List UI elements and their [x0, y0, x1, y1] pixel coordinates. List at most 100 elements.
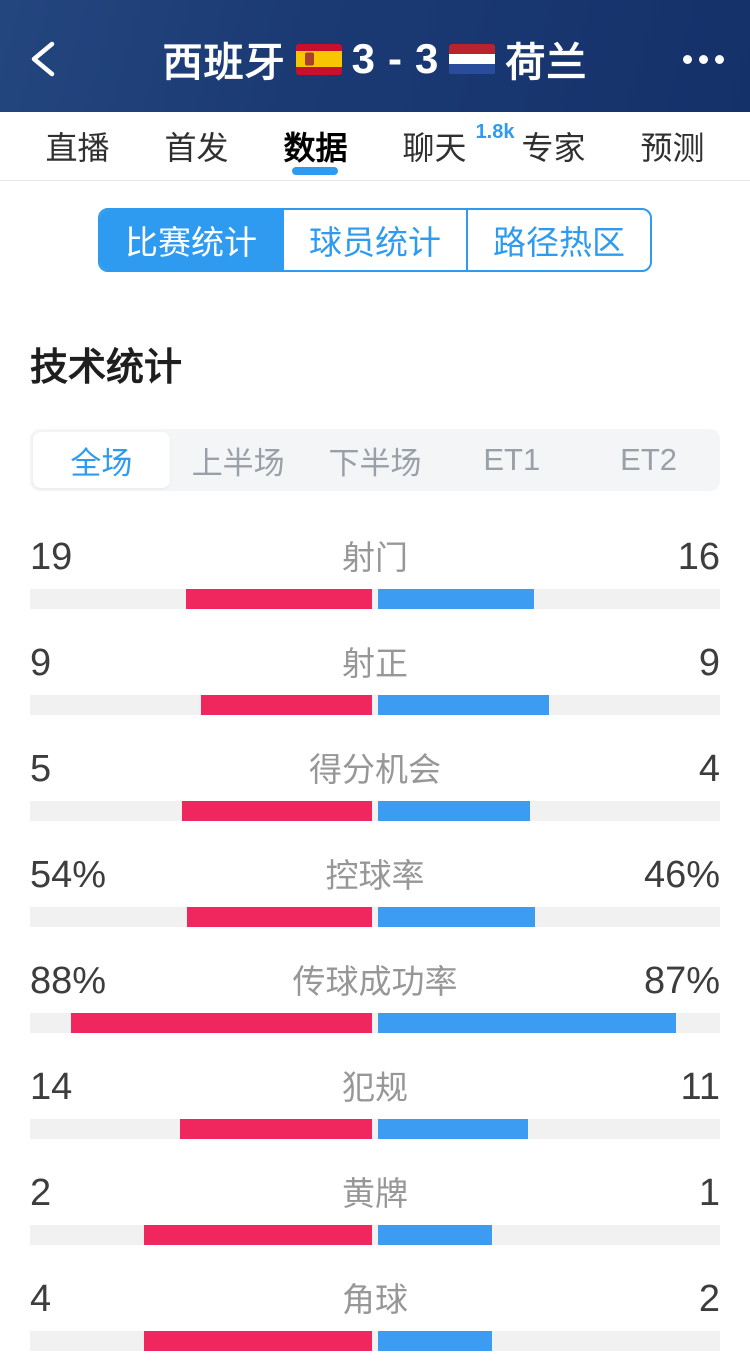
score-separator: - [388, 35, 403, 82]
period-tab-second-half[interactable]: 下半场 [328, 445, 422, 481]
nav-tabs: 直播 首发 数据 聊天 1.8k 专家 预测 [0, 112, 750, 181]
home-bar [186, 589, 372, 609]
period-tabs: 全场 上半场 下半场 ET1 ET2 [30, 429, 720, 491]
stat-values-line: 9 射正 9 [30, 637, 720, 685]
away-value: 4 [698, 748, 720, 790]
nav-tab-live[interactable]: 直播 [39, 112, 115, 180]
away-bar [378, 1013, 676, 1033]
home-bar-half [30, 1225, 375, 1245]
away-value: 11 [680, 1066, 720, 1108]
home-bar [144, 1225, 372, 1245]
active-tab-underline [292, 167, 339, 175]
away-bar [378, 1119, 529, 1139]
nav-tab-data[interactable]: 数据 [277, 112, 353, 180]
stat-values-line: 2 黄牌 1 [30, 1167, 720, 1215]
home-bar [71, 1013, 372, 1033]
stat-bar-track [30, 1331, 720, 1351]
ellipsis-icon [699, 54, 708, 64]
stat-values-line: 14 犯规 11 [30, 1061, 720, 1109]
nav-tab-lineup[interactable]: 首发 [158, 112, 234, 180]
period-tab-et2[interactable]: ET2 [620, 442, 678, 477]
stat-bar-track [30, 907, 720, 927]
away-value: 1 [698, 1172, 720, 1214]
nav-tab-label: 首发 [164, 130, 229, 166]
stat-label: 传球成功率 [292, 963, 458, 1000]
away-bar-half [375, 589, 720, 609]
nav-tab-predict[interactable]: 预测 [634, 112, 710, 180]
stat-bar-track [30, 1119, 720, 1139]
away-bar-half [375, 1225, 720, 1245]
home-value: 2 [30, 1172, 52, 1214]
away-bar-half [375, 1331, 720, 1351]
away-value: 2 [698, 1278, 720, 1320]
home-bar-half [30, 1331, 375, 1351]
stat-bar-track [30, 589, 720, 609]
stat-label: 犯规 [342, 1069, 408, 1106]
more-options-button[interactable] [668, 54, 724, 64]
home-bar-half [30, 1013, 375, 1033]
stat-row-possession: 54% 控球率 46% [30, 837, 720, 943]
stat-label: 黄牌 [342, 1175, 408, 1212]
home-bar-half [30, 907, 375, 927]
segment-player-stats[interactable]: 球员统计 [282, 210, 466, 270]
period-tab-full-match[interactable]: 全场 [33, 432, 170, 488]
stats-list: 19 射门 16 9 射正 9 5 得分机会 4 54% 控球率 46% 88% 传球成功率 87% 14 犯规… [30, 519, 720, 1367]
ellipsis-icon [683, 54, 692, 64]
home-bar [180, 1119, 372, 1139]
away-bar [378, 907, 536, 927]
home-bar-half [30, 589, 375, 609]
home-value: 14 [30, 1066, 73, 1108]
home-bar-half [30, 1119, 375, 1139]
netherlands-flag-icon [449, 43, 496, 75]
stat-row-shots: 19 射门 16 [30, 519, 720, 625]
stat-bar-track [30, 1013, 720, 1033]
stat-values-line: 5 得分机会 4 [30, 743, 720, 791]
nav-tab-label: 预测 [640, 130, 705, 166]
away-score: 3 [415, 35, 440, 82]
home-bar [187, 907, 372, 927]
home-value: 88% [30, 960, 107, 1002]
stat-label: 角球 [342, 1281, 408, 1318]
home-bar-half [30, 801, 375, 821]
match-header: 西班牙 3 - 3 荷兰 [0, 0, 750, 112]
ellipsis-icon [715, 54, 724, 64]
nav-tab-chat[interactable]: 聊天 1.8k [396, 112, 514, 180]
away-bar [378, 1331, 492, 1351]
home-score: 3 [351, 35, 376, 82]
stat-row-yellow-cards: 2 黄牌 1 [30, 1155, 720, 1261]
stat-values-line: 54% 控球率 46% [30, 849, 720, 897]
home-bar [144, 1331, 372, 1351]
stat-bar-track [30, 1225, 720, 1245]
stat-values-line: 88% 传球成功率 87% [30, 955, 720, 1003]
home-bar [201, 695, 372, 715]
away-bar-half [375, 1013, 720, 1033]
home-value: 54% [30, 854, 107, 896]
segment-heat-zones[interactable]: 路径热区 [466, 210, 650, 270]
stat-values-line: 19 射门 16 [30, 531, 720, 579]
away-value: 46% [643, 854, 720, 896]
home-bar [182, 801, 372, 821]
stat-row-pass-accuracy: 88% 传球成功率 87% [30, 943, 720, 1049]
away-team-name: 荷兰 [505, 41, 588, 85]
stat-bar-track [30, 801, 720, 821]
match-title: 西班牙 3 - 3 荷兰 [163, 30, 588, 88]
stat-type-segmented-control: 比赛统计 球员统计 路径热区 [98, 208, 652, 272]
away-bar-half [375, 695, 720, 715]
nav-tab-label: 聊天 [402, 130, 467, 166]
home-value: 19 [30, 536, 73, 578]
nav-tab-experts[interactable]: 专家 [515, 112, 591, 180]
stat-label: 射门 [342, 539, 408, 576]
stat-row-big-chances: 5 得分机会 4 [30, 731, 720, 837]
away-bar-half [375, 907, 720, 927]
segment-match-stats[interactable]: 比赛统计 [100, 210, 282, 270]
back-button[interactable] [26, 39, 82, 79]
away-bar [378, 695, 549, 715]
away-bar-half [375, 801, 720, 821]
period-tab-et1[interactable]: ET1 [483, 442, 541, 477]
home-value: 4 [30, 1278, 52, 1320]
stat-row-corners: 4 角球 2 [30, 1261, 720, 1367]
away-bar [378, 1225, 492, 1245]
stat-label: 控球率 [325, 857, 425, 894]
stat-values-line: 4 角球 2 [30, 1273, 720, 1321]
period-tab-first-half[interactable]: 上半场 [191, 445, 285, 481]
